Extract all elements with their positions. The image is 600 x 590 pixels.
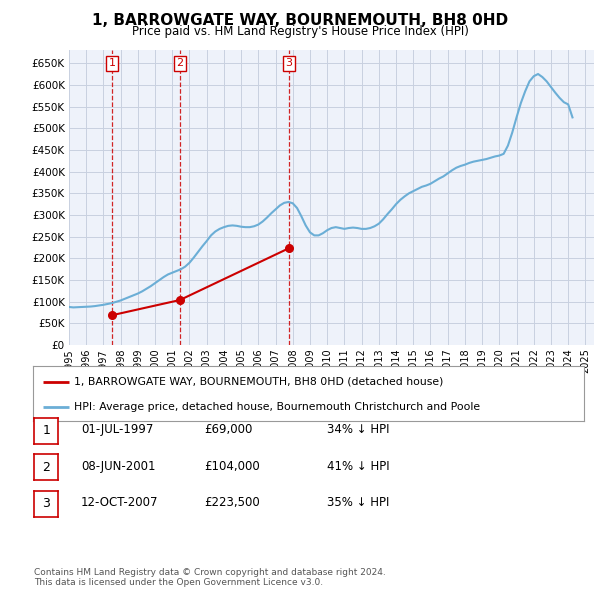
Text: This data is licensed under the Open Government Licence v3.0.: This data is licensed under the Open Gov… (34, 578, 323, 587)
Text: 41% ↓ HPI: 41% ↓ HPI (327, 460, 389, 473)
Text: 35% ↓ HPI: 35% ↓ HPI (327, 496, 389, 509)
Text: Price paid vs. HM Land Registry's House Price Index (HPI): Price paid vs. HM Land Registry's House … (131, 25, 469, 38)
Text: 3: 3 (42, 497, 50, 510)
Text: £104,000: £104,000 (204, 460, 260, 473)
Text: 1, BARROWGATE WAY, BOURNEMOUTH, BH8 0HD: 1, BARROWGATE WAY, BOURNEMOUTH, BH8 0HD (92, 13, 508, 28)
Text: 08-JUN-2001: 08-JUN-2001 (81, 460, 155, 473)
Text: 2: 2 (42, 461, 50, 474)
Text: 12-OCT-2007: 12-OCT-2007 (81, 496, 158, 509)
Text: 34% ↓ HPI: 34% ↓ HPI (327, 423, 389, 436)
Text: 2: 2 (176, 58, 184, 68)
Text: 01-JUL-1997: 01-JUL-1997 (81, 423, 154, 436)
Text: 1: 1 (42, 424, 50, 437)
Text: Contains HM Land Registry data © Crown copyright and database right 2024.: Contains HM Land Registry data © Crown c… (34, 568, 386, 577)
Text: 1: 1 (109, 58, 116, 68)
Text: HPI: Average price, detached house, Bournemouth Christchurch and Poole: HPI: Average price, detached house, Bour… (74, 402, 481, 412)
Text: 1, BARROWGATE WAY, BOURNEMOUTH, BH8 0HD (detached house): 1, BARROWGATE WAY, BOURNEMOUTH, BH8 0HD … (74, 376, 443, 386)
Text: £69,000: £69,000 (204, 423, 253, 436)
Text: 3: 3 (286, 58, 292, 68)
Text: £223,500: £223,500 (204, 496, 260, 509)
